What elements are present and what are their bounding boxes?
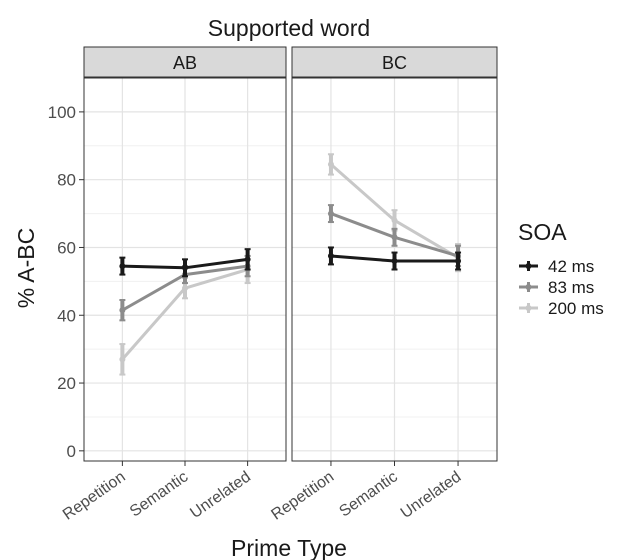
legend-key-point	[525, 263, 532, 269]
data-point	[182, 285, 188, 292]
data-point	[391, 234, 398, 241]
legend-label: 83 ms	[548, 278, 594, 297]
x-axis-title: Prime Type	[231, 535, 347, 560]
legend-item: 83 ms	[519, 278, 594, 297]
data-point	[119, 263, 126, 270]
legend-label: 42 ms	[548, 257, 594, 276]
x-tick-label: Repetition	[60, 468, 129, 523]
x-tick-label: Repetition	[268, 468, 337, 523]
legend-key-point	[525, 305, 532, 311]
series-42-ms	[119, 248, 251, 278]
y-tick-label: 0	[67, 442, 76, 461]
facet-strip-label: BC	[382, 53, 407, 73]
legend-label: 200 ms	[548, 299, 604, 318]
legend-title: SOA	[518, 219, 567, 245]
y-tick-label: 80	[57, 171, 76, 190]
facet-strip	[83, 46, 287, 78]
x-tick-label: Semantic	[336, 468, 400, 520]
legend: 42 ms 83 ms 200 ms	[519, 257, 604, 318]
y-tick-label: 40	[57, 306, 76, 325]
chart-title: Supported word	[208, 15, 370, 41]
y-axis-title: % A-BC	[13, 228, 39, 309]
series-42-ms	[327, 246, 462, 271]
data-point	[119, 307, 126, 314]
x-tick-label: Semantic	[127, 468, 191, 520]
y-tick-label: 60	[57, 238, 76, 257]
facet-strip-label: AB	[173, 53, 197, 73]
facet-strip	[291, 46, 498, 78]
data-point	[327, 210, 334, 217]
x-tick-label: Unrelated	[398, 468, 465, 522]
legend-item: 200 ms	[519, 299, 604, 318]
data-point	[327, 161, 334, 168]
legend-key-point	[525, 284, 532, 290]
data-point	[391, 217, 398, 224]
data-point	[182, 264, 188, 271]
y-tick-label: 100	[48, 103, 76, 122]
data-point	[327, 252, 334, 259]
data-point	[119, 356, 126, 363]
x-tick-label: Unrelated	[187, 468, 254, 522]
data-point	[455, 258, 462, 265]
data-point	[391, 258, 398, 265]
legend-item: 42 ms	[519, 257, 594, 276]
data-point	[244, 256, 251, 263]
y-tick-label: 20	[57, 374, 76, 393]
